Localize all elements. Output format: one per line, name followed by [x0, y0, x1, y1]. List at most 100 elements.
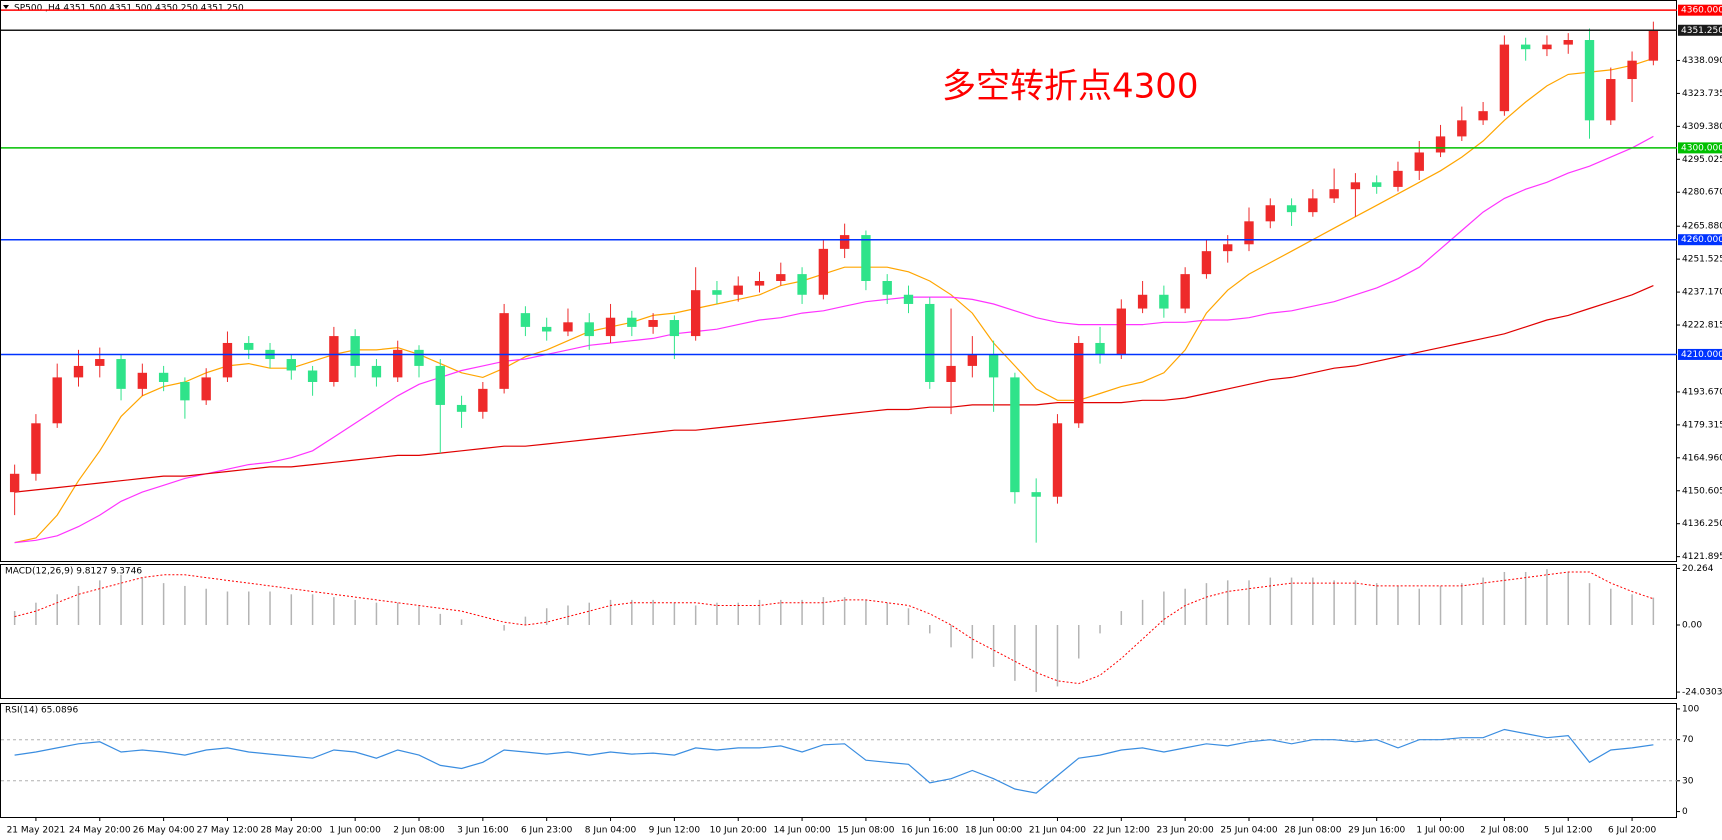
candle-body: [733, 285, 743, 295]
candle-body: [669, 320, 680, 337]
candle-body: [925, 303, 935, 382]
candle-body: [584, 322, 594, 337]
candle-body: [903, 294, 914, 304]
symbol-title: SP500 ,H4 4351.500 4351.500 4350.250 435…: [14, 4, 244, 14]
x-tick-label: 6 Jul 20:00: [1608, 826, 1657, 836]
price-level-label: 4260.000: [1681, 235, 1722, 245]
x-tick-label: 1 Jun 00:00: [329, 826, 381, 836]
macd-signal: [14, 571, 1654, 685]
x-tick-label: 1 Jul 00:00: [1416, 826, 1465, 836]
candle-body: [1542, 44, 1552, 50]
candle-body: [1031, 492, 1041, 497]
candle-body: [180, 381, 190, 401]
candle-body: [414, 349, 424, 366]
candle-body: [1329, 189, 1339, 199]
y-tick-label: 30: [1682, 776, 1694, 786]
candle-body: [776, 274, 786, 281]
y-tick-label: 20.264: [1682, 564, 1714, 574]
price-panel: [0, 0, 1677, 562]
candle-body: [1286, 205, 1297, 213]
candle-body: [1308, 198, 1318, 213]
rsi-title: RSI(14) 65.0896: [5, 706, 78, 716]
candle-body: [988, 354, 999, 378]
x-tick-label: 15 Jun 08:00: [837, 826, 894, 836]
price-level-box: [1678, 4, 1722, 16]
annotation: 多空转折点4300: [942, 67, 1199, 107]
x-tick-label: 21 May 2021: [7, 826, 66, 836]
x-tick-label: 28 May 20:00: [260, 826, 322, 836]
rsi-panel: [0, 703, 1677, 818]
candle-body: [478, 388, 488, 412]
candle-body: [1563, 40, 1573, 45]
macd-title: MACD(12,26,9) 9.8127 9.3746: [5, 567, 142, 577]
candle-body: [967, 354, 978, 366]
x-tick-label: 25 Jun 04:00: [1220, 826, 1277, 836]
y-tick-label: 4280.670: [1682, 188, 1722, 198]
x-tick-label: 14 Jun 00:00: [773, 826, 830, 836]
candle-body: [1435, 136, 1446, 153]
x-tick-label: 3 Jun 16:00: [457, 826, 509, 836]
candle-body: [435, 365, 445, 405]
candle-body: [499, 313, 509, 389]
candle-body: [1137, 294, 1148, 309]
candle-body: [690, 290, 701, 337]
candle-body: [244, 342, 254, 350]
y-tick-label: 4237.170: [1682, 288, 1722, 298]
macd-panel: [0, 564, 1677, 699]
y-tick-label: 4309.380: [1682, 122, 1722, 132]
candle-body: [1393, 170, 1403, 187]
y-tick-label: 4338.090: [1682, 56, 1722, 66]
y-tick-label: 4251.525: [1682, 255, 1722, 265]
price-level-box: [1678, 142, 1722, 154]
candle-body: [1010, 377, 1020, 493]
price-level-label: 4300.000: [1681, 143, 1722, 153]
candle-body: [1244, 221, 1254, 245]
candle-body: [648, 320, 658, 327]
x-tick-label: 23 Jun 20:00: [1157, 826, 1214, 836]
menu-triangle: [3, 5, 9, 9]
candle-body: [627, 317, 637, 327]
y-tick-label: 4265.880: [1682, 222, 1722, 232]
candle-body: [1478, 111, 1488, 121]
x-tick-label: 29 Jun 16:00: [1348, 826, 1405, 836]
y-tick-label: 4179.315: [1682, 420, 1722, 430]
y-tick-label: 4323.735: [1682, 89, 1722, 99]
candle-body: [1223, 244, 1233, 252]
candle-body: [1074, 342, 1084, 424]
x-tick-label: 6 Jun 23:00: [521, 826, 573, 836]
candle-body: [1606, 79, 1616, 121]
x-tick-label: 24 May 20:00: [69, 826, 131, 836]
x-tick-label: 9 Jun 12:00: [649, 826, 701, 836]
candle-body: [1201, 251, 1212, 275]
candle-body: [1180, 274, 1190, 309]
x-tick-label: 16 Jun 16:00: [901, 826, 958, 836]
y-tick-label: 4121.895: [1682, 552, 1722, 562]
x-tick-label: 28 Jun 08:00: [1284, 826, 1341, 836]
y-tick-label: 0: [1682, 807, 1688, 817]
candle-body: [350, 336, 360, 366]
candle-body: [307, 370, 318, 382]
candle-body: [563, 322, 573, 332]
price-level-label: 4210.000: [1681, 350, 1722, 360]
candle-body: [1499, 44, 1510, 112]
candle-body: [201, 377, 211, 401]
candle-body: [95, 359, 105, 366]
price-level-box: [1678, 234, 1722, 246]
y-tick-label: 4150.605: [1682, 486, 1722, 496]
price-level-box: [1678, 24, 1722, 36]
price-level-label: 4360.000: [1681, 6, 1722, 16]
price-level-box: [1678, 348, 1722, 360]
y-tick-label: 4136.250: [1682, 519, 1722, 529]
candle-body: [818, 248, 829, 295]
moving-average: [14, 135, 1654, 544]
candle-body: [1159, 294, 1169, 309]
candle-body: [797, 274, 807, 295]
candle-body: [456, 404, 467, 412]
rsi-line: [14, 728, 1654, 794]
candle-body: [371, 365, 382, 378]
candle-body: [222, 342, 233, 378]
y-tick-label: 4164.960: [1682, 453, 1722, 463]
candle-body: [861, 235, 871, 281]
candle-body: [1372, 182, 1382, 187]
